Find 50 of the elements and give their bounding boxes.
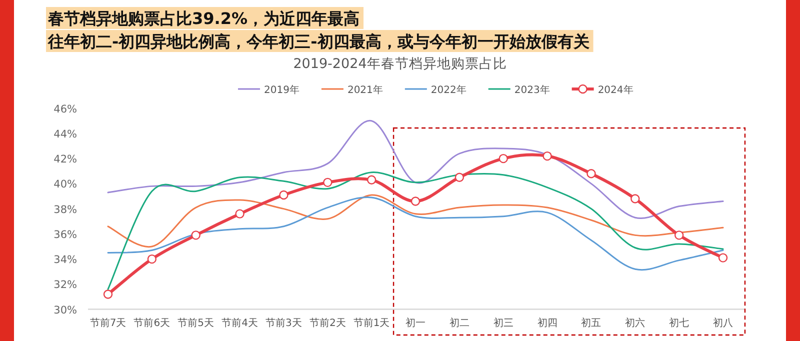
x-tick-label: 节前1天 (353, 317, 390, 329)
point (147, 254, 157, 264)
point (103, 290, 113, 299)
x-tick-label: 初七 (669, 317, 690, 329)
line-series (107, 196, 724, 271)
x-tick-label: 初六 (625, 317, 646, 329)
x-tick-label: 节前3天 (266, 317, 302, 329)
y-tick-label: 38% (54, 204, 78, 216)
point (542, 151, 552, 161)
point (498, 154, 508, 164)
y-tick-label: 32% (54, 279, 78, 292)
legend-label: 2024年 (598, 84, 634, 96)
y-tick-label: 30% (54, 304, 78, 316)
point (191, 230, 200, 240)
point (586, 169, 596, 178)
x-tick-label: 初三 (493, 317, 514, 329)
point (674, 230, 684, 240)
x-tick-label: 节前5天 (178, 317, 214, 329)
y-tick-label: 40% (54, 178, 78, 191)
x-tick-label: 初四 (537, 317, 558, 329)
legend-label: 2019年 (264, 84, 300, 96)
y-tick-label: 36% (54, 228, 78, 241)
y-tick-label: 34% (54, 254, 78, 266)
point (718, 253, 728, 262)
point (323, 178, 332, 188)
y-tick-label: 42% (54, 154, 78, 166)
y-tick-label: 46% (54, 103, 78, 116)
point (279, 190, 288, 200)
y-tick-label: 44% (54, 128, 78, 140)
point (410, 196, 420, 206)
point (630, 194, 640, 204)
x-tick-label: 节前6天 (134, 317, 170, 329)
x-tick-label: 节前2天 (309, 317, 346, 329)
x-tick-label: 初一 (406, 317, 426, 329)
x-tick-label: 初八 (713, 317, 733, 329)
legend-label: 2022年 (430, 84, 466, 96)
point (454, 172, 464, 182)
point (235, 209, 244, 218)
point (366, 175, 376, 185)
text: 往年初二-初四异地比例高，今年初三-初四最高，或与今年初一开始放假有关 (47, 32, 590, 51)
x-tick-label: 初五 (581, 317, 602, 329)
line-series (107, 194, 724, 248)
legend-label: 2023年 (514, 84, 550, 96)
legend-label: 2021年 (347, 84, 383, 96)
line-series (107, 120, 724, 219)
x-tick-label: 节前4天 (222, 317, 258, 329)
x-tick-label: 节前7天 (90, 317, 126, 329)
text: 春节档异地购票占比39.2%，为近四年最高 (47, 9, 360, 28)
x-tick-label: 初二 (449, 317, 470, 329)
chart-title: 2019-2024年春节档异地购票占比 (293, 56, 507, 72)
